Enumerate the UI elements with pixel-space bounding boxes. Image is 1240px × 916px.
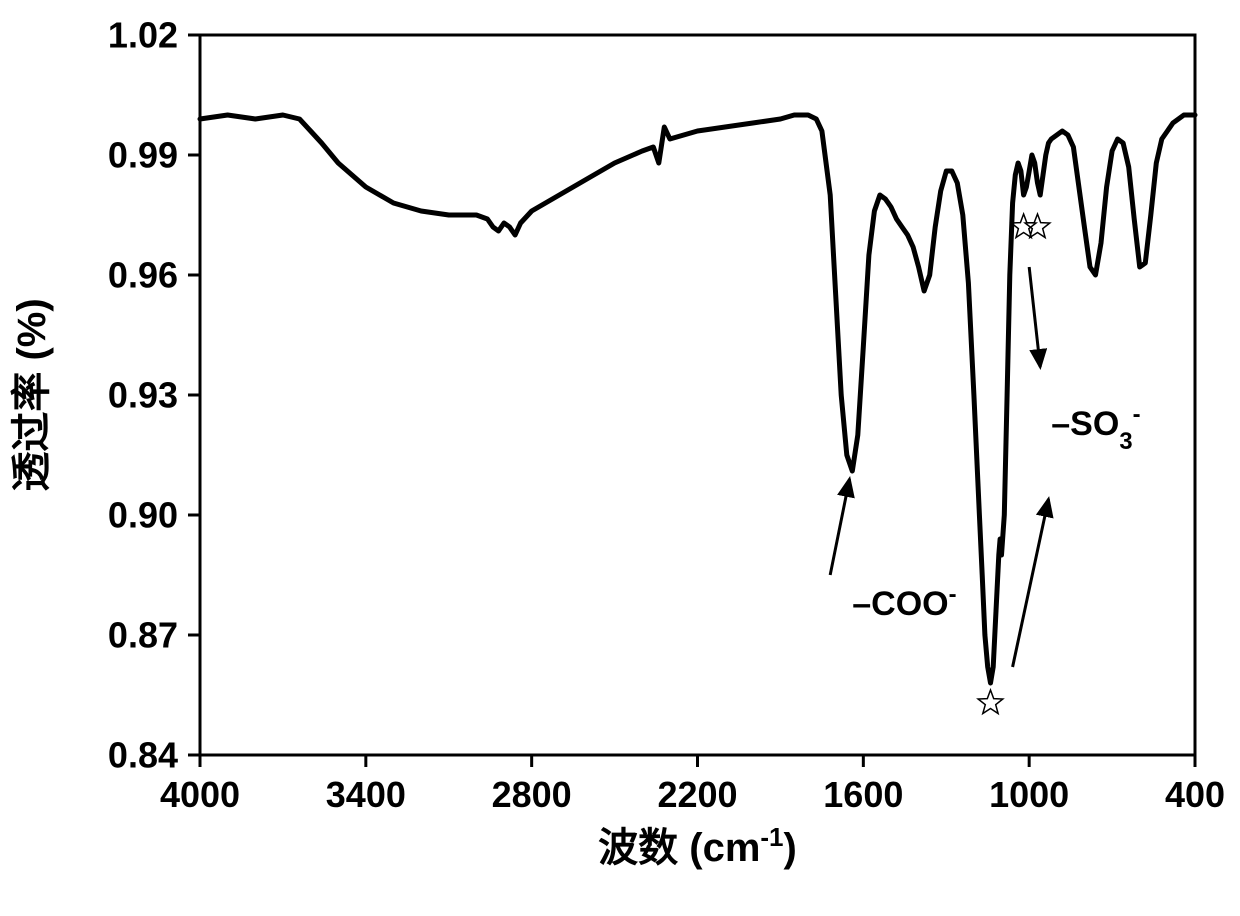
y-axis-label: 透过率 (%) [10, 298, 54, 491]
x-tick-label: 4000 [160, 774, 240, 815]
x-tick-label: 3400 [326, 774, 406, 815]
y-tick-label: 0.84 [108, 735, 178, 776]
x-tick-label: 1000 [989, 774, 1069, 815]
y-tick-label: 1.02 [108, 15, 178, 56]
x-tick-label: 2200 [657, 774, 737, 815]
annotation-label: –COO- [852, 581, 956, 624]
chart-svg: 4000 3400 2800 2200 1600 1000 400 0.84 0.87 0.90 0… [0, 0, 1240, 916]
y-tick-label: 0.99 [108, 135, 178, 176]
y-tick-label: 0.93 [108, 375, 178, 416]
x-tick-label: 2800 [492, 774, 572, 815]
x-tick-label: 400 [1165, 774, 1225, 815]
y-tick-label: 0.87 [108, 615, 178, 656]
y-tick-label: 0.90 [108, 495, 178, 536]
x-tick-label: 1600 [823, 774, 903, 815]
y-tick-label: 0.96 [108, 255, 178, 296]
ir-spectrum-chart: 4000 3400 2800 2200 1600 1000 400 0.84 0.87 0.90 0… [0, 0, 1240, 916]
